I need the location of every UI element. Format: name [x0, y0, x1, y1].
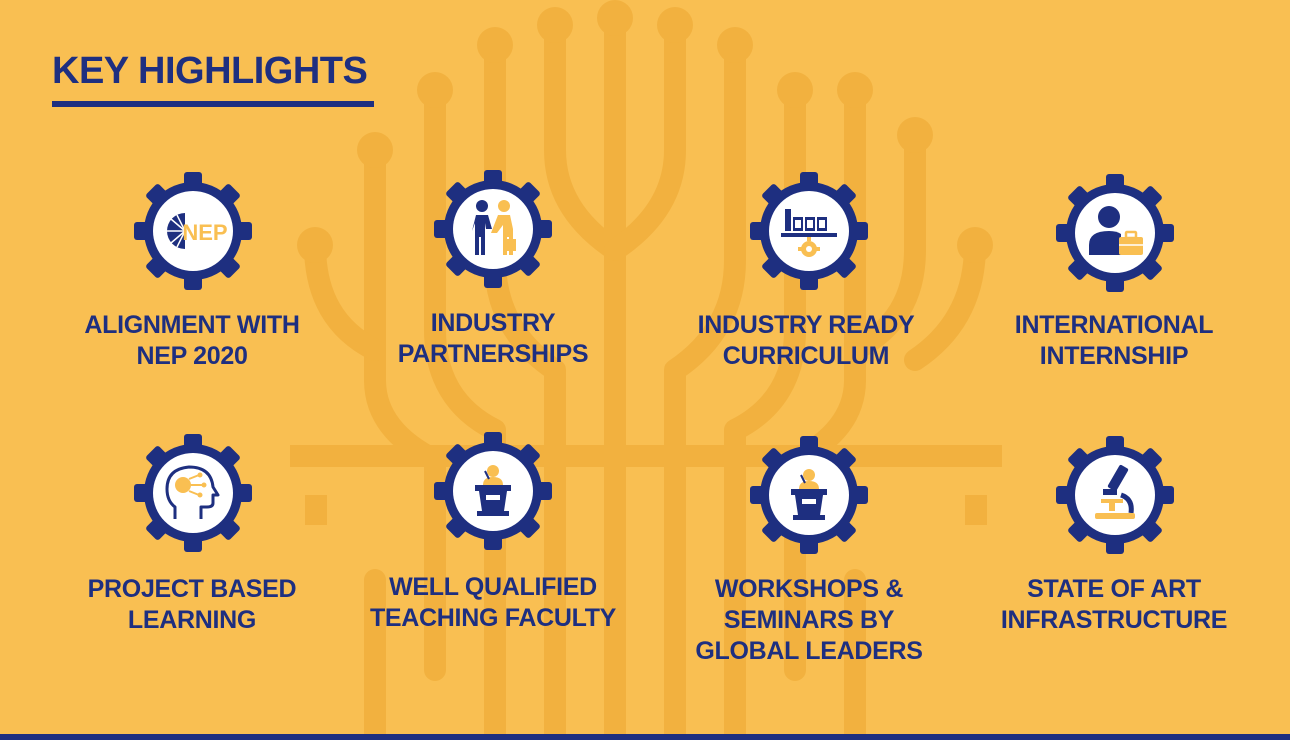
microscope-icon — [1095, 464, 1135, 519]
podium-speaker-icon — [791, 469, 827, 520]
highlight-label-project-learning: PROJECT BASED LEARNING — [87, 575, 297, 634]
highlight-badge-workshops — [750, 436, 868, 554]
highlight-badge-nep: NEP — [134, 172, 252, 290]
page-title: KEY HIGHLIGHTS — [52, 50, 368, 92]
highlight-badge-project-learning — [134, 434, 252, 552]
highlight-label-partnerships: INDUSTRY PARTNERSHIPS — [397, 309, 589, 368]
nep-logo-text: NEP — [182, 220, 227, 245]
highlight-label-nep: ALIGNMENT WITH NEP 2020 — [84, 311, 300, 370]
highlight-badge-partnerships — [434, 170, 552, 288]
podium-speaker-icon — [475, 465, 511, 516]
brain-head-icon — [165, 465, 220, 519]
highlight-label-workshops: WORKSHOPS & SEMINARS BY GLOBAL LEADERS — [695, 575, 923, 665]
gear-icon — [134, 172, 252, 290]
highlight-label-internship: INTERNATIONAL INTERNSHIP — [1014, 311, 1214, 370]
highlight-badge-faculty — [434, 432, 552, 550]
title-underline — [52, 101, 374, 107]
highlight-label-curriculum: INDUSTRY READY CURRICULUM — [697, 311, 915, 370]
highlight-label-faculty: WELL QUALIFIED TEACHING FACULTY — [369, 573, 617, 632]
highlight-badge-curriculum — [750, 172, 868, 290]
factory-icon — [781, 209, 837, 257]
highlight-badge-infrastructure — [1056, 436, 1174, 554]
highlight-label-infrastructure: STATE OF ART INFRASTRUCTURE — [1000, 575, 1228, 634]
nep-logo-icon: NEP — [167, 213, 228, 249]
intern-briefcase-icon — [1089, 206, 1143, 255]
highlight-badge-internship — [1056, 174, 1174, 292]
bottom-border — [0, 734, 1290, 740]
handshake-icon — [472, 200, 516, 255]
